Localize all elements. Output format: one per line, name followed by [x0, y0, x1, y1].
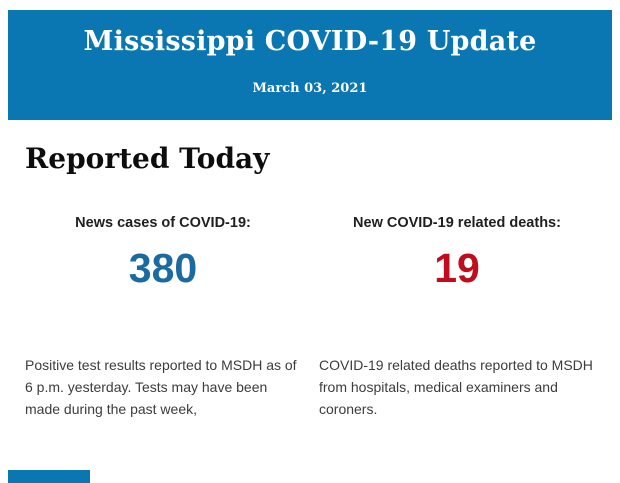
stat-new-cases: News cases of COVID-19: 380 Positive tes…: [25, 215, 301, 420]
report-date: March 03, 2021: [252, 81, 368, 96]
new-deaths-value: 19: [434, 245, 480, 291]
next-section-accent-bar: [8, 470, 90, 483]
new-cases-label: News cases of COVID-19:: [75, 215, 251, 231]
new-cases-description: Positive test results reported to MSDH a…: [25, 357, 297, 417]
new-deaths-label: New COVID-19 related deaths:: [353, 215, 561, 231]
section-heading: Reported Today: [25, 142, 270, 175]
new-deaths-description: COVID-19 related deaths reported to MSDH…: [319, 357, 593, 417]
stat-new-deaths: New COVID-19 related deaths: 19 COVID-19…: [319, 215, 595, 420]
header-banner: Mississippi COVID-19 Update March 03, 20…: [8, 10, 612, 120]
page-title: Mississippi COVID-19 Update: [83, 26, 537, 57]
main-content: Reported Today News cases of COVID-19: 3…: [0, 120, 620, 420]
stats-row: News cases of COVID-19: 380 Positive tes…: [25, 215, 595, 420]
new-cases-value: 380: [128, 245, 198, 291]
